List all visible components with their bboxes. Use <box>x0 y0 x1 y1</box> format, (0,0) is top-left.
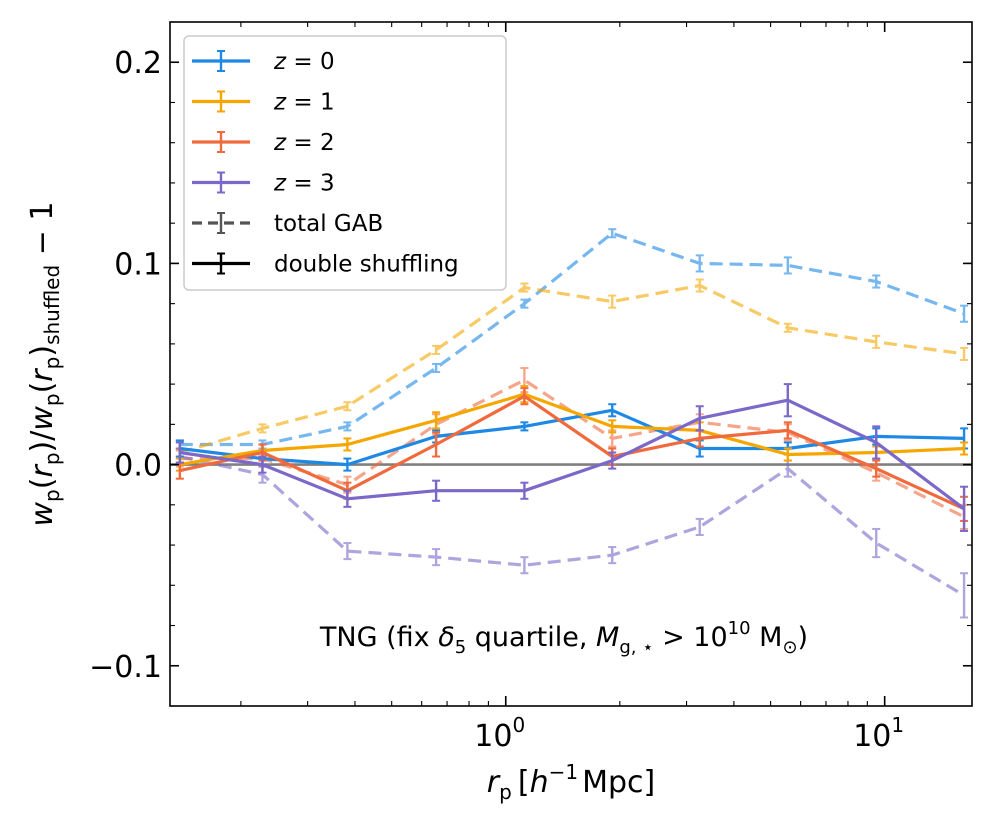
x-tick-label: 101 <box>853 713 904 754</box>
y-tick-label: −0.1 <box>89 650 162 685</box>
series-line-z-0 <box>179 408 965 467</box>
series-z-3-total-gab <box>175 447 969 619</box>
legend-label: z = 1 <box>273 90 335 116</box>
series-line-z-3-total-gab <box>179 454 965 597</box>
y-axis-title: wp(rp)/wp(rp)shuffled − 1 <box>25 202 64 527</box>
series-line-z-1 <box>179 392 965 467</box>
plot-frame <box>169 21 973 707</box>
x-tick-label: 100 <box>474 713 525 754</box>
legend-item: total GAB <box>192 211 383 237</box>
series-line-z-2 <box>179 394 965 511</box>
legend-label: total GAB <box>274 211 383 237</box>
legend-label: double shuffling <box>274 252 459 278</box>
y-tick-label: 0.0 <box>114 449 162 484</box>
legend-label: z = 2 <box>273 130 335 156</box>
chart-annotation: TNG (fix δ5 quartile, Mg, ⋆ > 1010 M⊙) <box>319 618 808 658</box>
legend-item: z = 0 <box>192 49 335 75</box>
legend-item: z = 3 <box>192 171 335 197</box>
legend: z = 0 z = 1 z = 2 z = 3 total GAB double shuf… <box>183 35 507 291</box>
legend-box <box>183 35 507 291</box>
legend-item: double shuffling <box>192 252 459 278</box>
series-line-z-3 <box>179 398 966 511</box>
legend-item: z = 1 <box>192 90 335 116</box>
legend-item: z = 2 <box>192 130 335 156</box>
series-z-3 <box>175 383 969 532</box>
y-tick-label: 0.2 <box>114 46 162 81</box>
y-tick-label: 0.1 <box>114 247 162 282</box>
series-line-z-0-total-gab <box>179 231 965 447</box>
series-line-z-1-total-gab <box>179 283 965 455</box>
x-axis-title: rp [h−1 Mpc] <box>487 760 655 804</box>
legend-label: z = 0 <box>273 49 335 75</box>
legend-label: z = 3 <box>273 171 335 197</box>
